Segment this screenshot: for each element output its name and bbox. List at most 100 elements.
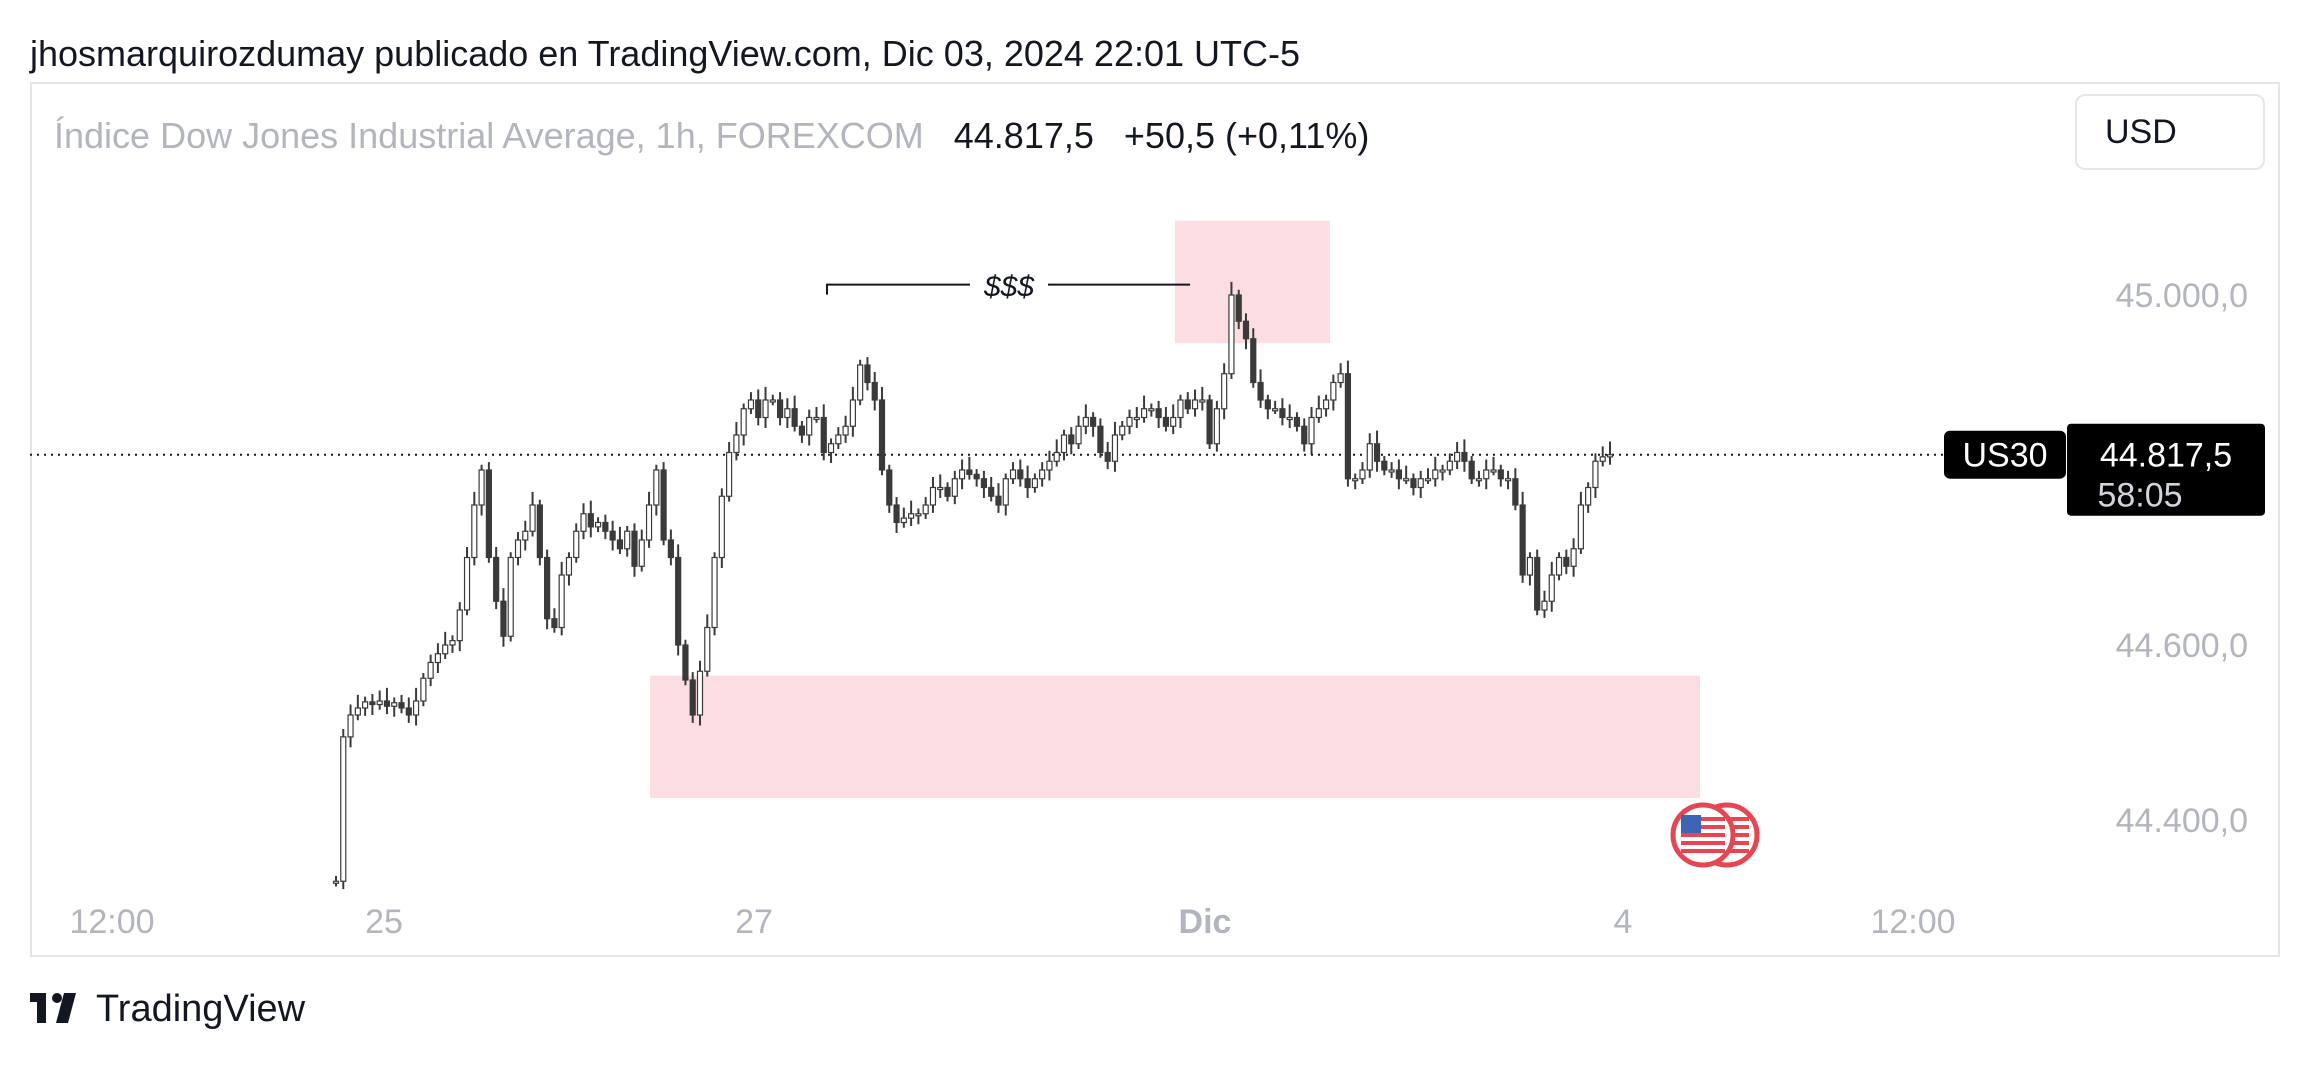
candle: [755, 389, 762, 426]
candle-body: [1119, 425, 1126, 436]
candle: [544, 549, 551, 630]
x-tick-label: 12:00: [1870, 903, 1955, 941]
candle-body: [1039, 469, 1046, 480]
candle-body: [791, 408, 798, 427]
candle: [908, 500, 915, 526]
candle: [573, 523, 580, 563]
candle-body: [740, 408, 747, 436]
tradingview-logo[interactable]: TradingView: [30, 985, 305, 1033]
candle: [1111, 421, 1119, 472]
candle: [718, 488, 725, 568]
annotation-line-left: [826, 283, 970, 295]
candle: [1017, 459, 1024, 487]
candle: [762, 386, 769, 428]
candle-body: [1322, 399, 1330, 410]
candle-body: [1308, 416, 1315, 445]
us-flag-event-icon[interactable]: [1670, 802, 1760, 868]
candle-body: [980, 478, 988, 489]
candle: [391, 697, 398, 717]
candle-body: [958, 469, 966, 480]
symbol-description[interactable]: Índice Dow Jones Industrial Average, 1h,…: [54, 115, 924, 156]
candle-body: [1606, 454, 1614, 458]
candle: [456, 602, 463, 652]
candle: [420, 673, 427, 707]
candle-body: [340, 736, 347, 882]
candle: [1177, 394, 1184, 428]
candle: [1490, 456, 1497, 476]
candle-body: [456, 609, 463, 642]
candle: [704, 614, 711, 677]
candle: [1403, 465, 1410, 484]
candle-body: [1403, 478, 1410, 482]
candle-body: [660, 469, 667, 541]
flag-stripe: [1681, 841, 1725, 845]
candle-body: [1126, 416, 1133, 427]
candle-body: [1395, 469, 1402, 480]
candle-body: [1031, 478, 1038, 489]
candle-body: [442, 644, 449, 655]
candle-body: [747, 399, 755, 410]
candle-body: [558, 574, 565, 629]
symbol-tag-box: [1944, 430, 2066, 479]
candle: [937, 474, 944, 498]
candle: [1388, 462, 1395, 478]
flag-badge: [1670, 802, 1736, 868]
candle: [1257, 369, 1264, 408]
candle: [645, 491, 653, 548]
flag-stripe: [1681, 825, 1725, 829]
candle: [1162, 407, 1170, 432]
candle: [1184, 392, 1191, 414]
candle: [857, 359, 864, 406]
zone-lower[interactable]: [650, 675, 1700, 799]
candle: [1082, 404, 1089, 435]
currency-button[interactable]: USD: [2075, 94, 2265, 170]
candle-body: [1002, 478, 1009, 506]
candle-body: [1526, 556, 1534, 576]
candle-body: [915, 513, 922, 517]
candle: [682, 639, 689, 686]
candle: [740, 403, 747, 446]
candle-body: [1235, 294, 1242, 322]
candle: [1221, 363, 1228, 420]
candle-body: [704, 626, 711, 672]
candle: [988, 477, 995, 502]
candle-body: [347, 714, 354, 738]
candle: [1213, 400, 1220, 452]
candle: [1104, 442, 1111, 470]
candle-body: [667, 539, 674, 559]
candle: [1475, 470, 1483, 487]
candle: [1242, 313, 1250, 350]
candle: [1126, 409, 1133, 435]
candle-body: [1563, 556, 1570, 567]
candle: [1410, 473, 1417, 496]
candle-body: [1410, 478, 1417, 489]
candle: [1060, 429, 1068, 461]
candle-body: [434, 653, 442, 664]
last-price: 44.817,5: [953, 115, 1094, 156]
candle: [1148, 403, 1155, 417]
candle: [332, 876, 340, 887]
candle-body: [449, 640, 456, 646]
candle: [587, 500, 594, 538]
candle-body: [878, 399, 886, 471]
candle-body: [966, 469, 973, 475]
candle-body: [1373, 443, 1381, 462]
candle: [1009, 462, 1017, 484]
x-tick-label: 27: [735, 903, 773, 941]
candle-body: [1082, 416, 1089, 427]
candle-body: [1490, 469, 1497, 473]
candle: [820, 404, 827, 461]
candle: [1308, 407, 1315, 455]
symbol-info: Índice Dow Jones Industrial Average, 1h,…: [54, 112, 1369, 160]
price-tag-box: [2067, 423, 2265, 516]
zone-upper[interactable]: [1175, 220, 1330, 344]
candle-body: [944, 486, 951, 497]
candle: [769, 394, 776, 406]
candle: [1031, 473, 1038, 493]
candle: [369, 694, 376, 715]
candle: [980, 470, 988, 498]
candle-body: [1111, 434, 1119, 462]
candle-body: [1359, 469, 1366, 480]
candle-body: [900, 517, 907, 524]
